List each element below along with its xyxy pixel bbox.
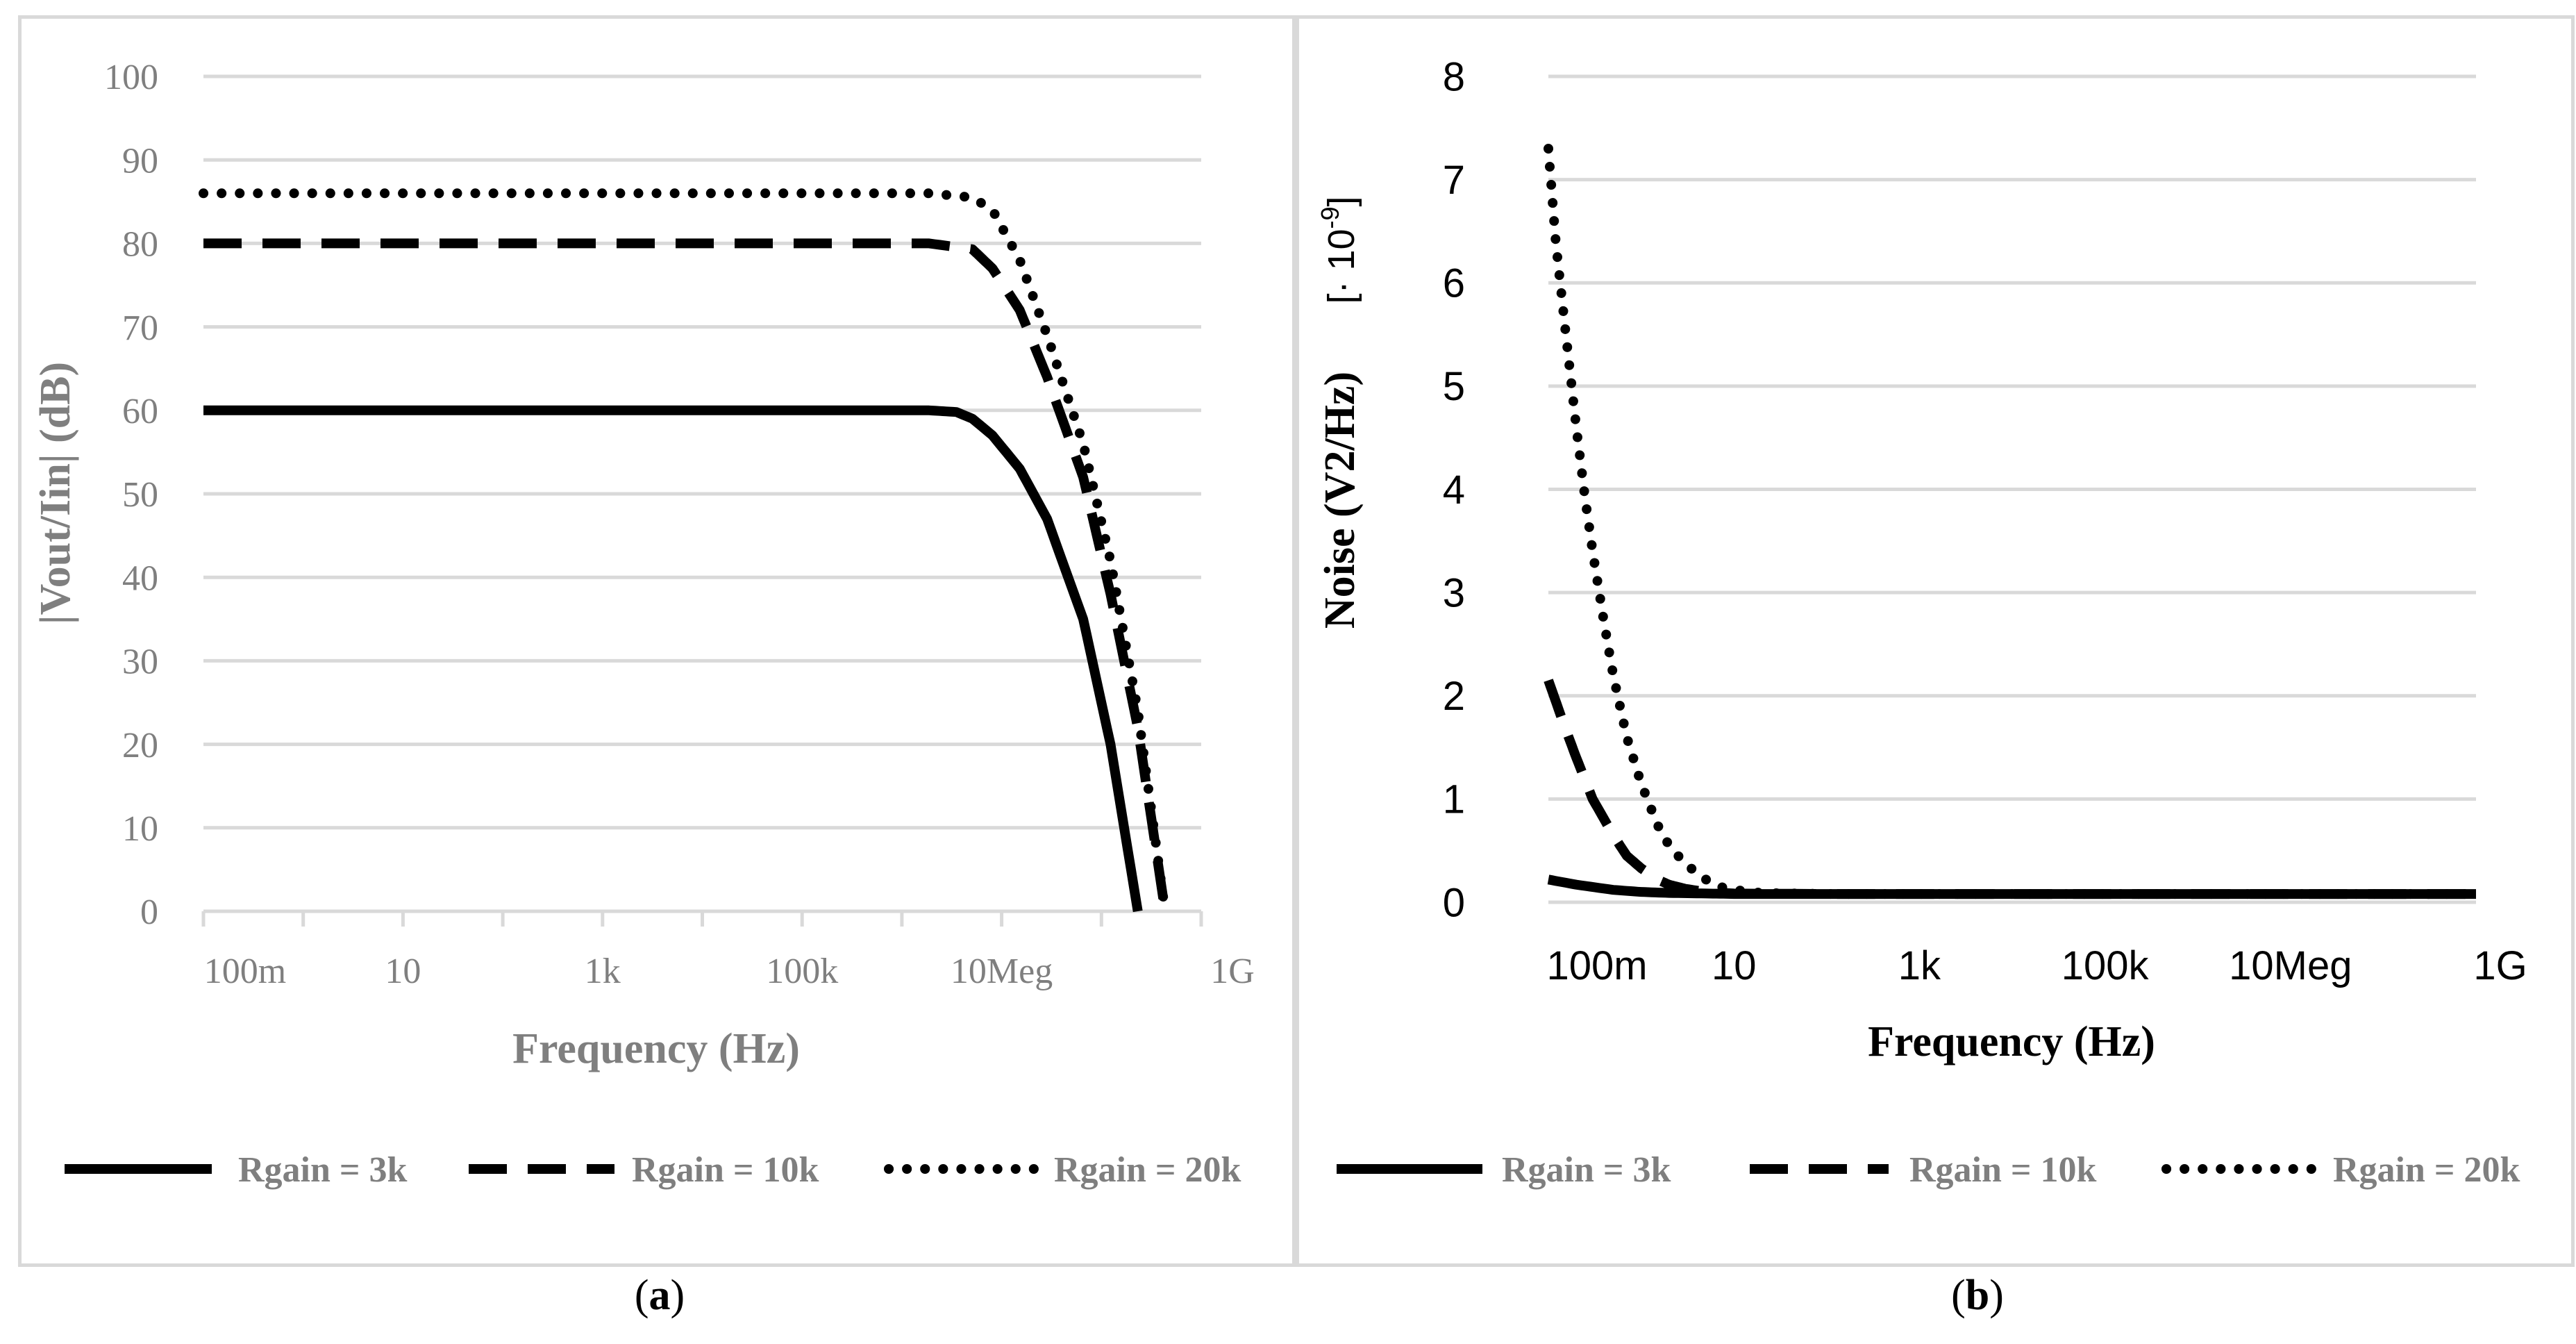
- panel-b-x-tick-label: 1G: [2473, 943, 2527, 988]
- panel-b-frame: [1296, 15, 2575, 1267]
- panel-b-y-tick-label: 6: [1443, 261, 1465, 306]
- panel-b-y-tick-label: 8: [1443, 54, 1465, 99]
- panel-a-legend-label-1: Rgain = 3k: [238, 1150, 408, 1190]
- panel-b-legend-label-1: Rgain = 3k: [1502, 1150, 1671, 1190]
- panel-a-x-tick-label: 1k: [585, 952, 621, 991]
- panel-a-y-tick-label: 90: [122, 141, 158, 181]
- panel-b-y-tick-label: 2: [1443, 674, 1465, 719]
- panel-a-x-tick-label: 10Meg: [951, 952, 1053, 991]
- caption-b-letter: b: [1965, 1272, 1990, 1319]
- panel-a-x-axis-title: Frequency (Hz): [512, 1025, 800, 1072]
- panel-a-y-tick-label: 10: [122, 809, 158, 849]
- panel-b-y-multiplier-base: [· 10: [1321, 229, 1362, 304]
- panel-a-x-tick-label: 10: [385, 952, 421, 991]
- panel-a-x-tick-label: 100k: [766, 952, 838, 991]
- panel-a-x-tick-label: 1G: [1210, 952, 1255, 991]
- panel-a-legend-label-3: Rgain = 20k: [1054, 1150, 1241, 1190]
- panel-b-y-multiplier-close: ]: [1321, 196, 1362, 206]
- panel-a-series-line-1: [203, 405, 1143, 913]
- panel-a-y-tick-label: 40: [122, 558, 158, 598]
- panel-b-y-axis-title: Noise (V2/Hz): [1316, 372, 1364, 629]
- panel-a-legend-label-2: Rgain = 10k: [632, 1150, 819, 1190]
- caption-a: (a): [634, 1272, 685, 1319]
- panel-b-x-tick-label: 100k: [2061, 943, 2150, 988]
- panel-a-y-tick-label: 60: [122, 392, 158, 431]
- panel-b-y-tick-label: 3: [1443, 570, 1465, 615]
- panel-b-x-tick-label: 1k: [1898, 943, 1941, 988]
- panel-b-series-line-2: [1544, 679, 2476, 899]
- panel-a-y-tick-label: 100: [104, 58, 158, 97]
- panel-b-x-tick-label: 10Meg: [2229, 943, 2352, 988]
- panel-b-y-tick-label: 7: [1443, 158, 1465, 203]
- panel-b-y-tick-label: 4: [1443, 467, 1465, 513]
- panel-a-y-tick-label: 0: [140, 893, 158, 932]
- panel-b-x-axis-title: Frequency (Hz): [1868, 1018, 2155, 1065]
- panel-b-x-tick-label: 10: [1712, 943, 1757, 988]
- panel-b-x-tick-label: 100m: [1546, 943, 1647, 988]
- caption-b: (b): [1951, 1272, 2004, 1319]
- panel-b-y-tick-label: 5: [1443, 364, 1465, 409]
- panel-a-y-tick-label: 70: [122, 308, 158, 348]
- panel-a-y-tick-label: 20: [122, 726, 158, 765]
- panel-a-y-tick-label: 50: [122, 475, 158, 515]
- panel-a-y-tick-label: 30: [122, 642, 158, 682]
- panel-b-legend-label-2: Rgain = 10k: [1909, 1150, 2097, 1190]
- panel-b-y-axis-multiplier: [· 10-9]: [1316, 196, 1362, 304]
- panel-b-series-line-3: [1544, 144, 2481, 899]
- panel-a-frame: [18, 15, 1296, 1267]
- caption-a-letter: a: [649, 1272, 671, 1319]
- panel-a-y-axis-title: |Vout/Iin| (dB): [32, 362, 79, 624]
- panel-a-series-line-2: [203, 238, 1170, 913]
- panel-a-x-tick-label: 100m: [204, 952, 286, 991]
- panel-a-y-tick-label: 80: [122, 225, 158, 265]
- panel-b-y-multiplier-exponent: -9: [1316, 206, 1344, 229]
- panel-b-y-tick-label: 1: [1443, 777, 1465, 822]
- panel-b-legend-label-3: Rgain = 20k: [2333, 1150, 2520, 1190]
- panel-a-series-line-3: [199, 188, 1170, 916]
- panel-b-y-tick-label: 0: [1443, 880, 1465, 925]
